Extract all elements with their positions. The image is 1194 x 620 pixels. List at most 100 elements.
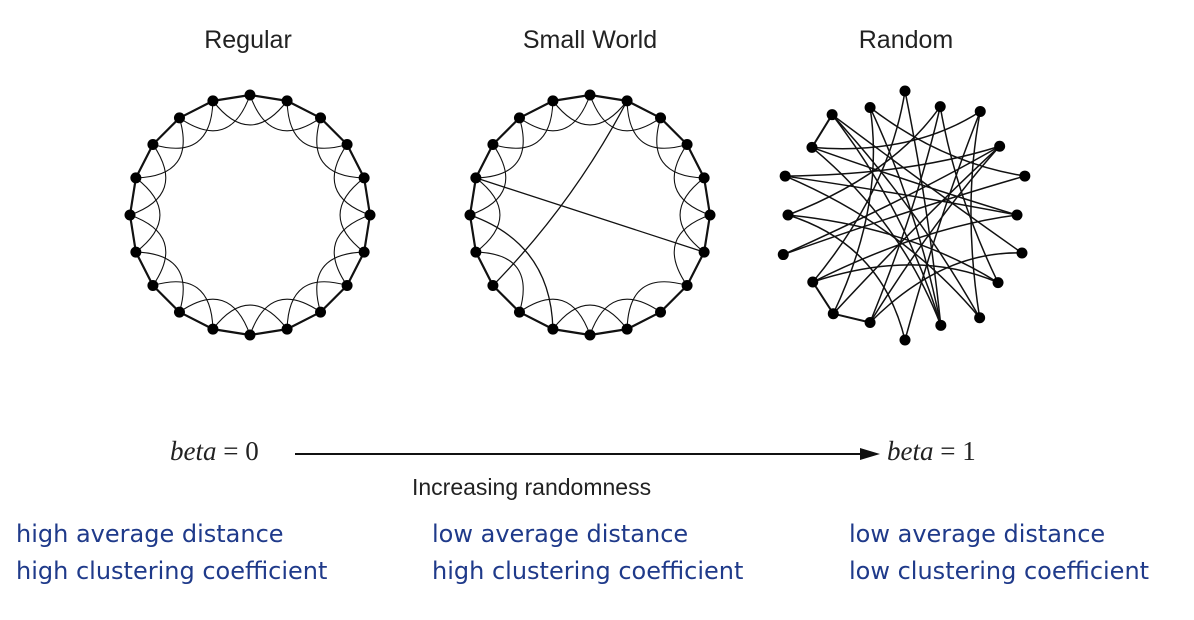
random-caption-line1: low average distance bbox=[849, 520, 1106, 548]
lattice-arc bbox=[286, 281, 348, 330]
network-node bbox=[974, 312, 986, 324]
network-node bbox=[207, 95, 219, 107]
lattice-arc bbox=[552, 100, 628, 126]
random-edge bbox=[939, 106, 999, 283]
lattice-arc bbox=[316, 251, 365, 313]
network-node bbox=[826, 109, 838, 121]
network-node bbox=[358, 246, 370, 258]
random-edge bbox=[811, 110, 981, 150]
randomness-arrow bbox=[295, 448, 880, 460]
lattice-arc bbox=[626, 100, 688, 149]
network-node bbox=[779, 170, 791, 182]
ring-edge bbox=[589, 328, 628, 337]
network-node bbox=[130, 172, 142, 184]
network-node bbox=[464, 209, 476, 221]
network-node bbox=[806, 141, 818, 153]
axis-label: Increasing randomness bbox=[412, 474, 652, 500]
ring-edge bbox=[249, 93, 288, 102]
lattice-arc bbox=[475, 117, 524, 179]
lattice-arc bbox=[673, 144, 711, 216]
lattice-arc bbox=[656, 117, 705, 179]
ring-edge bbox=[346, 143, 366, 179]
ring-edge bbox=[492, 117, 521, 146]
beta-left-var: beta bbox=[170, 436, 217, 466]
ring-edge bbox=[134, 251, 154, 287]
lattice-arc bbox=[249, 94, 321, 132]
ring-edge bbox=[286, 311, 322, 331]
lattice-arc bbox=[519, 298, 591, 336]
network-node bbox=[655, 112, 667, 124]
ring-edge bbox=[703, 177, 712, 216]
network-node bbox=[1019, 170, 1031, 182]
network-node bbox=[974, 105, 986, 117]
random-edge bbox=[869, 145, 1001, 323]
lattice-arc bbox=[129, 144, 167, 216]
network-node bbox=[681, 280, 693, 292]
network-node bbox=[698, 172, 710, 184]
random-edge bbox=[783, 175, 1026, 256]
regular-caption: high average distance high clustering co… bbox=[16, 516, 327, 590]
network-node bbox=[470, 246, 482, 258]
random-edge bbox=[904, 90, 942, 326]
network-node bbox=[899, 85, 911, 97]
lattice-arc bbox=[626, 281, 688, 330]
ring-edge bbox=[474, 251, 494, 287]
ring-edge bbox=[468, 177, 477, 216]
network-node bbox=[364, 209, 376, 221]
ring-edge bbox=[492, 284, 521, 313]
ring-edge bbox=[319, 284, 348, 313]
network-node bbox=[1016, 247, 1028, 259]
ring-edge bbox=[178, 99, 214, 119]
regular-caption-line2: high clustering coefficient bbox=[16, 557, 328, 585]
network-node bbox=[655, 306, 667, 318]
ring-edge bbox=[152, 284, 181, 313]
network-node bbox=[124, 209, 136, 221]
ring-edge bbox=[589, 93, 628, 102]
ring-edge bbox=[518, 311, 554, 331]
beta-right-var: beta bbox=[887, 436, 934, 466]
network-node bbox=[681, 138, 693, 150]
rewired-edge bbox=[492, 100, 628, 286]
small-world-caption: low average distance high clustering coe… bbox=[432, 516, 743, 590]
random-edge bbox=[833, 312, 871, 324]
ring-edge bbox=[686, 251, 706, 287]
network-node bbox=[621, 323, 633, 335]
random-edge bbox=[787, 214, 906, 341]
ring-edge bbox=[626, 99, 662, 119]
lattice-arc bbox=[589, 94, 661, 132]
ring-edge bbox=[286, 99, 322, 119]
network-node bbox=[934, 101, 946, 113]
ring-edge bbox=[363, 177, 372, 216]
lattice-arc bbox=[519, 94, 591, 132]
ring-edge bbox=[128, 177, 137, 216]
lattice-arc bbox=[286, 100, 348, 149]
arrow-head bbox=[860, 448, 880, 460]
network-node bbox=[315, 112, 327, 124]
random-edge bbox=[869, 106, 1025, 177]
regular-caption-line1: high average distance bbox=[16, 520, 284, 548]
lattice-arc bbox=[135, 251, 184, 313]
network-node bbox=[864, 102, 876, 114]
network-node bbox=[147, 280, 159, 292]
random-network bbox=[777, 85, 1031, 346]
network-node bbox=[487, 280, 499, 292]
network-node bbox=[547, 95, 559, 107]
random-edge bbox=[970, 111, 981, 318]
network-node bbox=[935, 319, 947, 331]
network-node bbox=[244, 329, 256, 341]
random-edge bbox=[782, 145, 1001, 256]
network-node bbox=[513, 112, 525, 124]
random-edge bbox=[785, 175, 1018, 216]
random-edge bbox=[785, 145, 1000, 177]
random-edge bbox=[811, 281, 835, 315]
network-node bbox=[147, 138, 159, 150]
network-node bbox=[1011, 209, 1023, 221]
network-node bbox=[207, 323, 219, 335]
lattice-arc bbox=[135, 177, 161, 253]
ring-edge bbox=[363, 214, 372, 253]
network-node bbox=[470, 172, 482, 184]
small-world-title: Small World bbox=[522, 26, 658, 54]
ring-edge bbox=[319, 117, 348, 146]
lattice-arc bbox=[333, 214, 371, 286]
random-edge bbox=[811, 146, 942, 326]
